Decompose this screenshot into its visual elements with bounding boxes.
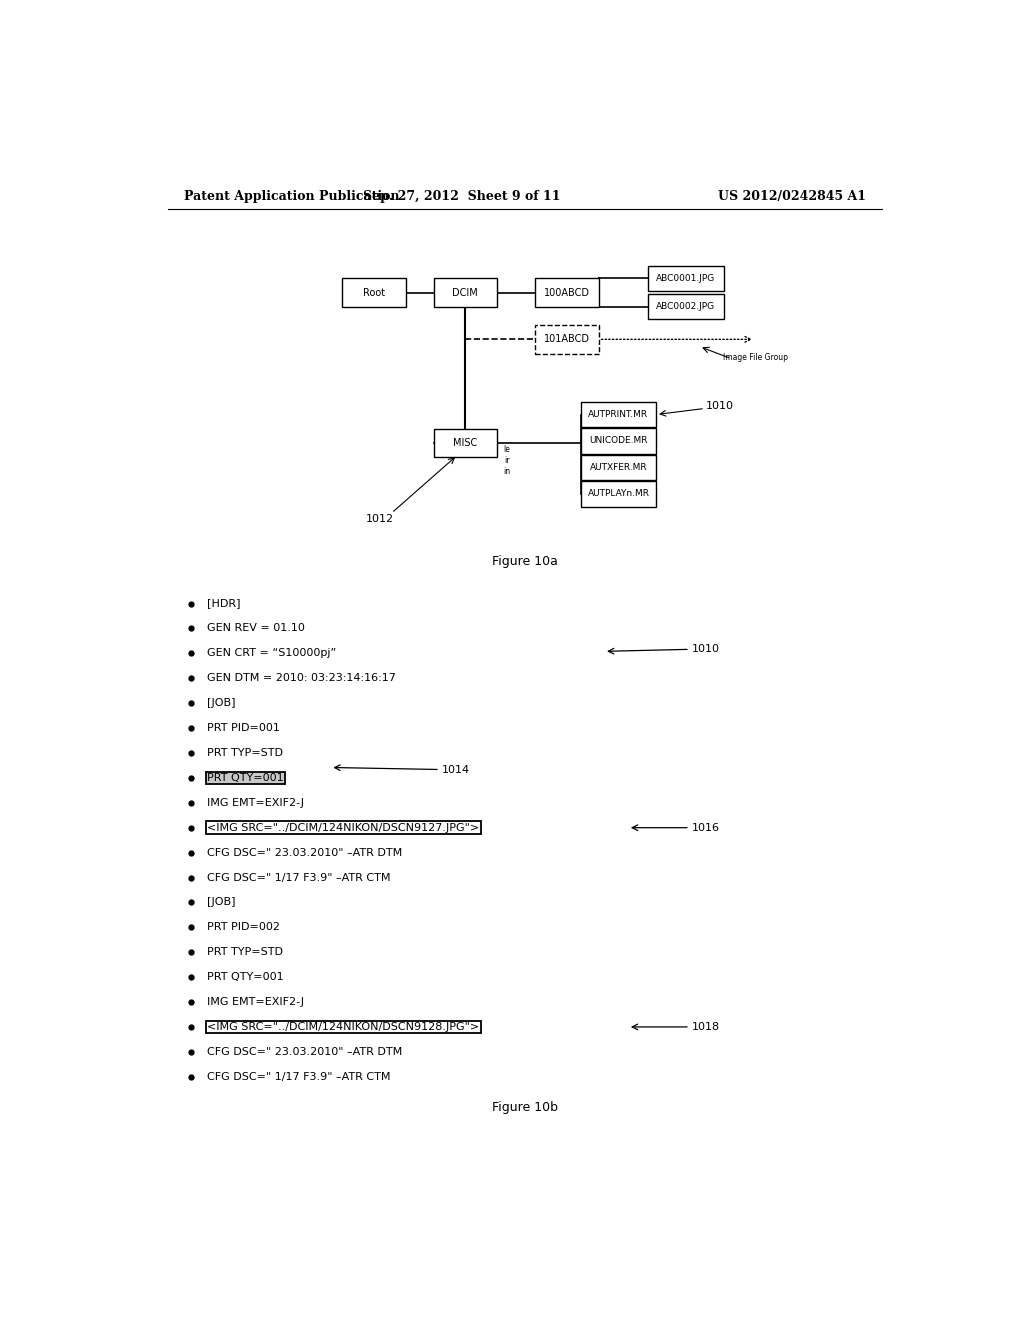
Text: US 2012/0242845 A1: US 2012/0242845 A1 [718, 190, 866, 202]
Text: MISC: MISC [454, 438, 477, 447]
Text: AUTXFER.MR: AUTXFER.MR [590, 463, 647, 471]
Text: <IMG SRC="../DCIM/124NIKON/DSCN9128.JPG">: <IMG SRC="../DCIM/124NIKON/DSCN9128.JPG"… [207, 1022, 479, 1032]
Bar [433, 279, 497, 306]
Bar [536, 325, 599, 354]
Text: 1016: 1016 [691, 822, 720, 833]
Text: CFG DSC=" 1/17 F3.9" –ATR CTM: CFG DSC=" 1/17 F3.9" –ATR CTM [207, 873, 391, 883]
Text: UNICODE.MR: UNICODE.MR [589, 437, 648, 445]
Bar [342, 279, 406, 306]
Text: Image File Group: Image File Group [723, 352, 788, 362]
Text: 1014: 1014 [441, 764, 470, 775]
Text: 1012: 1012 [367, 515, 394, 524]
Text: le
ir
in: le ir in [503, 445, 510, 477]
Text: 101ABCD: 101ABCD [544, 334, 590, 345]
Text: IMG EMT=EXIF2-J: IMG EMT=EXIF2-J [207, 997, 304, 1007]
Text: ABC0002.JPG: ABC0002.JPG [656, 302, 716, 312]
Text: [HDR]: [HDR] [207, 598, 241, 609]
Text: PRT QTY=001: PRT QTY=001 [207, 972, 284, 982]
Text: GEN DTM = 2010: 03:23:14:16:17: GEN DTM = 2010: 03:23:14:16:17 [207, 673, 396, 684]
Bar [648, 265, 724, 290]
Text: PRT PID=001: PRT PID=001 [207, 723, 281, 733]
Bar [581, 480, 656, 507]
Text: [JOB]: [JOB] [207, 698, 236, 709]
Text: AUTPLAYn.MR: AUTPLAYn.MR [588, 490, 649, 499]
Text: GEN REV = 01.10: GEN REV = 01.10 [207, 623, 305, 634]
Text: ABC0001.JPG: ABC0001.JPG [656, 273, 716, 282]
Text: 100ABCD: 100ABCD [544, 288, 590, 297]
Text: GEN CRT = “S10000pj”: GEN CRT = “S10000pj” [207, 648, 337, 659]
Bar [581, 401, 656, 428]
Text: DCIM: DCIM [453, 288, 478, 297]
Text: CFG DSC=" 23.03.2010" –ATR DTM: CFG DSC=" 23.03.2010" –ATR DTM [207, 1047, 402, 1057]
Text: 1018: 1018 [691, 1022, 720, 1032]
Text: Sep. 27, 2012  Sheet 9 of 11: Sep. 27, 2012 Sheet 9 of 11 [362, 190, 560, 202]
Text: Figure 10b: Figure 10b [492, 1101, 558, 1114]
Bar [536, 279, 599, 306]
Text: PRT TYP=STD: PRT TYP=STD [207, 948, 284, 957]
Text: 1010: 1010 [706, 401, 734, 412]
Text: Patent Application Publication: Patent Application Publication [183, 190, 399, 202]
Bar [648, 294, 724, 319]
Text: [JOB]: [JOB] [207, 898, 236, 907]
Text: <IMG SRC="../DCIM/124NIKON/DSCN9127.JPG">: <IMG SRC="../DCIM/124NIKON/DSCN9127.JPG"… [207, 822, 479, 833]
Text: AUTPRINT.MR: AUTPRINT.MR [589, 411, 648, 418]
Bar [433, 429, 497, 457]
Text: CFG DSC=" 23.03.2010" –ATR DTM: CFG DSC=" 23.03.2010" –ATR DTM [207, 847, 402, 858]
Text: IMG EMT=EXIF2-J: IMG EMT=EXIF2-J [207, 797, 304, 808]
Bar [581, 428, 656, 454]
Text: PRT TYP=STD: PRT TYP=STD [207, 748, 284, 758]
Text: Root: Root [362, 288, 385, 297]
Text: Figure 10a: Figure 10a [492, 556, 558, 569]
Text: PRT PID=002: PRT PID=002 [207, 923, 281, 932]
Bar [581, 454, 656, 480]
Text: CFG DSC=" 1/17 F3.9" –ATR CTM: CFG DSC=" 1/17 F3.9" –ATR CTM [207, 1072, 391, 1081]
Text: PRT QTY=001: PRT QTY=001 [207, 774, 284, 783]
Text: 1010: 1010 [691, 644, 720, 655]
